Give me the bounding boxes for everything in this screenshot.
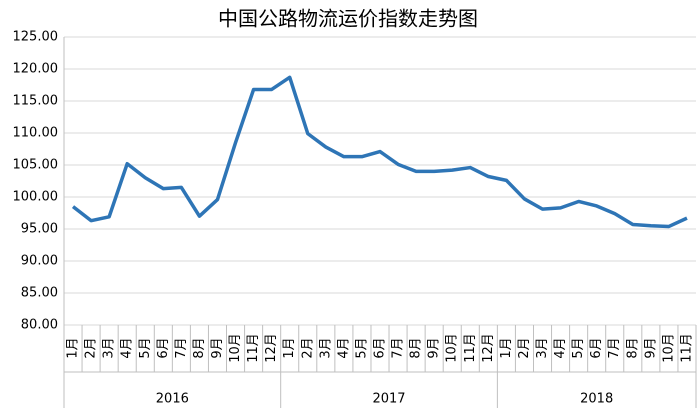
x-tick-label: 8月 (625, 337, 640, 358)
x-tick-label: 6月 (373, 337, 388, 358)
x-tick-label: 1月 (66, 337, 81, 358)
y-tick-label: 80.00 (21, 318, 58, 333)
x-tick-label: 11月 (679, 333, 694, 363)
x-group-label: 2016 (156, 392, 189, 407)
x-tick-label: 4月 (120, 337, 135, 358)
x-tick-label: 7月 (391, 337, 406, 358)
x-tick-label: 2月 (300, 337, 315, 358)
x-tick-label: 2月 (84, 337, 99, 358)
x-group-label: 2018 (580, 392, 613, 407)
y-tick-label: 90.00 (21, 254, 58, 269)
x-tick-label: 12月 (481, 333, 496, 363)
x-tick-label: 6月 (156, 337, 171, 358)
data-line (71, 75, 688, 229)
x-tick-label: 10月 (228, 333, 243, 363)
x-group-label: 2017 (372, 392, 405, 407)
x-tick-label: 8月 (192, 337, 207, 358)
x-tick-label: 10月 (445, 333, 460, 363)
x-tick-label: 7月 (174, 337, 189, 358)
y-tick-label: 110.00 (13, 126, 59, 141)
chart-title: 中国公路物流运价指数走势图 (218, 7, 478, 31)
x-tick-label: 11月 (463, 333, 478, 363)
y-tick-label: 125.00 (13, 30, 59, 45)
x-tick-label: 9月 (643, 337, 658, 358)
y-tick-label: 120.00 (13, 62, 59, 77)
y-tick-label: 100.00 (13, 190, 59, 205)
x-tick-label: 11月 (246, 333, 261, 363)
x-tick-label: 3月 (318, 337, 333, 358)
x-tick-label: 1月 (282, 337, 297, 358)
x-tick-label: 1月 (499, 337, 514, 358)
x-tick-label: 8月 (409, 337, 424, 358)
x-tick-label: 5月 (354, 337, 369, 358)
x-tick-label: 4月 (553, 337, 568, 358)
x-tick-label: 4月 (336, 337, 351, 358)
x-tick-label: 3月 (535, 337, 550, 358)
y-tick-label: 95.00 (21, 222, 58, 237)
x-tick-label: 7月 (607, 337, 622, 358)
x-tick-label: 5月 (571, 337, 586, 358)
y-tick-label: 85.00 (21, 286, 58, 301)
x-tick-label: 6月 (589, 337, 604, 358)
y-tick-label: 105.00 (13, 158, 59, 173)
y-tick-label: 115.00 (13, 94, 59, 109)
x-tick-label: 3月 (102, 337, 117, 358)
x-tick-label: 10月 (661, 333, 676, 363)
x-tick-label: 12月 (264, 333, 279, 363)
x-tick-label: 5月 (138, 337, 153, 358)
x-tick-label: 9月 (427, 337, 442, 358)
x-tick-label: 9月 (210, 337, 225, 358)
x-tick-label: 2月 (517, 337, 532, 358)
